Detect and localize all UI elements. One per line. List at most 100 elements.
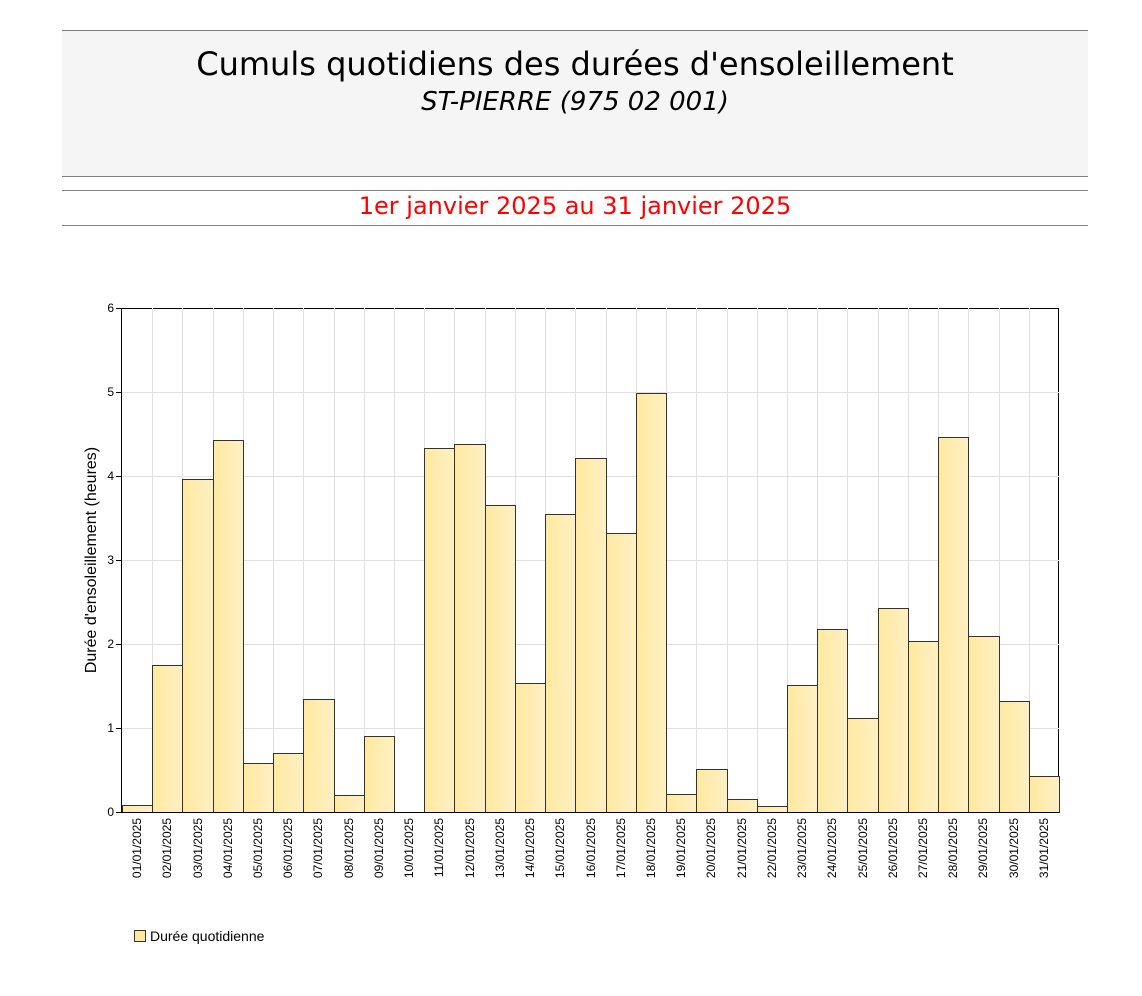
- x-tick-label-text: 10/01/2025: [402, 818, 416, 879]
- x-tick-label-text: 15/01/2025: [553, 818, 567, 879]
- y-tick-label: 3: [107, 553, 114, 567]
- x-tick-label-text: 05/01/2025: [251, 818, 265, 879]
- x-tick-label-text: 28/01/2025: [946, 818, 960, 879]
- bar-27/01/2025: [908, 641, 939, 813]
- x-tick-label-text: 21/01/2025: [735, 818, 749, 879]
- x-tick-label: 09/01/2025: [358, 818, 386, 888]
- x-tick-label: 16/01/2025: [570, 818, 598, 888]
- x-tick-label: 25/01/2025: [842, 818, 870, 888]
- x-tick-label: 29/01/2025: [962, 818, 990, 888]
- bar-13/01/2025: [485, 505, 516, 813]
- gridline-vertical: [1029, 308, 1030, 812]
- x-tick-label: 13/01/2025: [479, 818, 507, 888]
- bar-08/01/2025: [334, 795, 365, 813]
- x-tick-label: 04/01/2025: [207, 818, 235, 888]
- bar-17/01/2025: [606, 533, 637, 813]
- x-tick-label: 18/01/2025: [630, 818, 658, 888]
- x-tick-label: 31/01/2025: [1023, 818, 1051, 888]
- x-tick-label: 26/01/2025: [872, 818, 900, 888]
- bar-21/01/2025: [727, 799, 758, 813]
- x-tick-label: 11/01/2025: [418, 818, 446, 888]
- bar-16/01/2025: [575, 458, 607, 813]
- bar-26/01/2025: [878, 608, 909, 813]
- y-tick: [116, 560, 121, 561]
- bar-14/01/2025: [515, 683, 546, 813]
- y-tick-label: 5: [107, 385, 114, 399]
- bar-31/01/2025: [1029, 776, 1060, 813]
- chart-title: Cumuls quotidiens des durées d'ensoleill…: [196, 45, 954, 83]
- bar-03/01/2025: [182, 479, 214, 813]
- x-tick-label-text: 13/01/2025: [493, 818, 507, 879]
- bar-25/01/2025: [847, 718, 879, 813]
- gridline-vertical: [152, 308, 153, 812]
- x-tick-label: 22/01/2025: [751, 818, 779, 888]
- x-tick-label-text: 24/01/2025: [825, 818, 839, 879]
- x-tick-label: 06/01/2025: [267, 818, 295, 888]
- bar-12/01/2025: [454, 444, 486, 813]
- gridline-vertical: [878, 308, 879, 812]
- y-tick: [116, 476, 121, 477]
- x-tick-label-text: 27/01/2025: [916, 818, 930, 879]
- gridline-vertical: [696, 308, 697, 812]
- y-tick-label: 6: [107, 301, 114, 315]
- station-subtitle: ST-PIERRE (975 02 001): [421, 87, 729, 117]
- x-tick-label: 19/01/2025: [660, 818, 688, 888]
- x-tick-label-text: 14/01/2025: [523, 818, 537, 879]
- bar-20/01/2025: [696, 769, 728, 813]
- x-tick-label: 01/01/2025: [116, 818, 144, 888]
- x-tick-label: 17/01/2025: [600, 818, 628, 888]
- x-tick-label-text: 17/01/2025: [614, 818, 628, 879]
- gridline-vertical: [364, 308, 365, 812]
- period-panel: 1er janvier 2025 au 31 janvier 2025: [62, 190, 1088, 226]
- x-tick-label-text: 29/01/2025: [976, 818, 990, 879]
- x-tick-label: 30/01/2025: [993, 818, 1021, 888]
- bar-09/01/2025: [364, 736, 395, 813]
- x-tick-label: 23/01/2025: [781, 818, 809, 888]
- gridline-vertical: [273, 308, 274, 812]
- x-tick-label-text: 23/01/2025: [795, 818, 809, 879]
- y-axis-label: Durée d'ensoleillement (heures): [83, 446, 100, 674]
- x-tick-label-text: 20/01/2025: [704, 818, 718, 879]
- legend-swatch: [134, 930, 146, 942]
- y-tick-label: 4: [107, 469, 114, 483]
- bar-23/01/2025: [787, 685, 818, 813]
- x-tick-label-text: 04/01/2025: [221, 818, 235, 879]
- gridline-vertical: [334, 308, 335, 812]
- bar-04/01/2025: [213, 440, 244, 813]
- bar-05/01/2025: [243, 763, 274, 813]
- x-tick-label-text: 25/01/2025: [856, 818, 870, 879]
- bar-18/01/2025: [636, 393, 667, 813]
- y-tick-label: 1: [107, 721, 114, 735]
- gridline-vertical: [303, 308, 304, 812]
- y-tick: [116, 308, 121, 309]
- y-axis: [121, 308, 122, 813]
- x-tick-label-text: 07/01/2025: [311, 818, 325, 879]
- bar-30/01/2025: [999, 701, 1030, 813]
- gridline-vertical: [757, 308, 758, 812]
- x-tick-label: 24/01/2025: [811, 818, 839, 888]
- x-tick-label: 27/01/2025: [902, 818, 930, 888]
- bar-07/01/2025: [303, 699, 335, 813]
- x-tick-label-text: 31/01/2025: [1037, 818, 1051, 879]
- x-tick-label: 02/01/2025: [146, 818, 174, 888]
- gridline-vertical: [727, 308, 728, 812]
- x-tick-label: 03/01/2025: [177, 818, 205, 888]
- x-tick-label-text: 30/01/2025: [1007, 818, 1021, 879]
- y-tick-label: 2: [107, 637, 114, 651]
- x-tick-label: 10/01/2025: [388, 818, 416, 888]
- gridline-vertical: [817, 308, 818, 812]
- gridline-vertical: [394, 308, 395, 812]
- bar-28/01/2025: [938, 437, 969, 813]
- x-tick-label-text: 12/01/2025: [463, 818, 477, 879]
- bar-24/01/2025: [817, 629, 848, 813]
- x-axis: [116, 812, 1059, 813]
- gridline-vertical: [908, 308, 909, 812]
- x-tick-label: 08/01/2025: [328, 818, 356, 888]
- y-tick: [116, 392, 121, 393]
- legend: Durée quotidienne: [134, 928, 264, 944]
- x-tick-label: 20/01/2025: [690, 818, 718, 888]
- bar-02/01/2025: [152, 665, 183, 813]
- x-tick-label-text: 08/01/2025: [342, 818, 356, 879]
- bar-11/01/2025: [424, 448, 455, 813]
- x-tick-label-text: 06/01/2025: [281, 818, 295, 879]
